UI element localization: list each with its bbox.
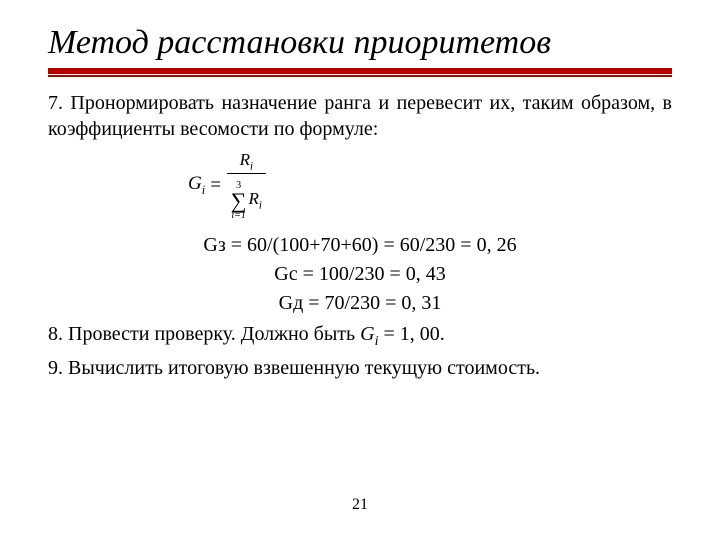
formula: Gi = Ri 3 ∑ i=1 Ri <box>188 150 266 221</box>
sigma-icon: 3 ∑ i=1 <box>231 181 247 221</box>
slide-container: Метод расстановки приоритетов 7. Пронорм… <box>0 0 720 383</box>
formula-lhs-sub: i <box>202 183 205 197</box>
formula-lhs-var: G <box>188 173 202 194</box>
calc-line-gz: Gз = 60/(100+70+60) = 60/230 = 0, 26 <box>48 231 672 260</box>
title-rule-thin <box>48 75 672 77</box>
calculation-block: Gз = 60/(100+70+60) = 60/230 = 0, 26 Gс … <box>48 231 672 318</box>
calc-line-gd: Gд = 70/230 = 0, 31 <box>48 289 672 318</box>
step-9: 9. Вычислить итоговую взвешенную текущую… <box>48 354 672 383</box>
slide-number: 21 <box>0 496 720 514</box>
step-8: 8. Провести проверку. Должно быть Gi = 1… <box>48 320 672 352</box>
slide-title: Метод расстановки приоритетов <box>48 24 672 62</box>
step-8-text-b: = 1, 00. <box>379 323 445 345</box>
formula-den-var: R <box>248 189 258 208</box>
calc-line-gs: Gс = 100/230 = 0, 43 <box>48 260 672 289</box>
equals-sign: = <box>209 175 227 196</box>
step-8-text-a: 8. Провести проверку. Должно быть <box>48 323 360 345</box>
formula-den-sub: i <box>259 200 262 212</box>
step-8-gvar: G <box>360 323 374 345</box>
formula-num-sub: i <box>250 161 253 173</box>
step-7-intro: 7. Пронормировать назначение ранга и пер… <box>48 91 672 142</box>
title-rule-thick <box>48 68 672 74</box>
formula-num-var: R <box>240 150 250 169</box>
sum-lower: i=1 <box>231 211 246 221</box>
fraction: Ri 3 ∑ i=1 Ri <box>227 150 266 221</box>
